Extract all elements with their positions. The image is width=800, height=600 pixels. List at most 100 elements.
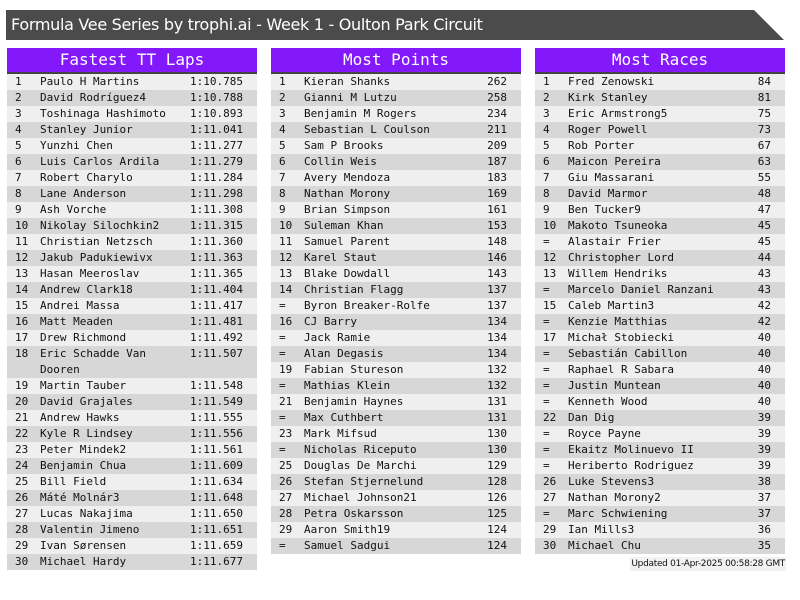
driver-name-cell: Willem Hendriks [568,267,668,280]
rank-cell: 23 [279,427,293,440]
value-cell: 1:11.548 [190,379,243,392]
driver-name-cell: Suleman Khan [304,219,384,232]
table-row: 6 Maicon Pereira 63 [535,154,785,170]
table-row: 7 Avery Mendoza 183 [271,170,521,186]
leaderboard-table: 1 Kieran Shanks 262 2 Gianni M Lutzu 258 3 Benj… [271,74,521,554]
rank-cell: 5 [543,139,550,152]
value-cell: 131 [487,411,507,424]
rank-cell: 22 [15,427,29,440]
driver-name-cell: Karel Staut [304,251,377,264]
table-row: 22 Dan Dig 39 [535,410,785,426]
rank-cell: 10 [543,219,557,232]
rank-cell: = [543,363,550,376]
driver-name-cell: Max Cuthbert [304,411,384,424]
table-row: 25 Bill Field 1:11.634 [7,474,257,490]
table-row: 8 David Marmor 48 [535,186,785,202]
driver-name-cell: Luis Carlos Ardila [40,155,160,168]
driver-name-cell: Kyle R Lindsey [40,427,133,440]
rank-cell: 12 [543,251,557,264]
rank-cell: 30 [543,539,557,552]
value-cell: 258 [487,91,507,104]
rank-cell: 24 [15,459,29,472]
rank-cell: 10 [15,219,29,232]
table-row: 7 Giu Massarani 55 [535,170,785,186]
value-cell: 1:11.555 [190,411,243,424]
rank-cell: 26 [15,491,29,504]
value-cell: 42 [757,299,771,312]
table-row: 16 CJ Barry 134 [271,314,521,330]
driver-name-cell: Brian Simpson [304,203,391,216]
value-cell: 183 [487,171,507,184]
value-cell: 47 [757,203,771,216]
driver-name-cell: Bill Field [40,475,107,488]
table-row: 4 Stanley Junior 1:11.041 [7,122,257,138]
value-cell: 48 [757,187,771,200]
value-cell: 169 [487,187,507,200]
value-cell: 1:11.634 [190,475,243,488]
value-cell: 130 [487,427,507,440]
table-row: 7 Robert Charylo 1:11.284 [7,170,257,186]
board-title: Fastest TT Laps [7,48,257,74]
table-row: 26 Luke Stevens3 38 [535,474,785,490]
table-row: 23 Peter Mindek2 1:11.561 [7,442,257,458]
value-cell: 134 [487,347,507,360]
value-cell: 153 [487,219,507,232]
rank-cell: 12 [279,251,293,264]
driver-name-cell: Mathias Klein [304,379,391,392]
driver-name-cell: Marc Schwiening [568,507,668,520]
value-cell: 134 [487,331,507,344]
table-row: 2 Kirk Stanley 81 [535,90,785,106]
rank-cell: 21 [279,395,293,408]
driver-name-cell: Aaron Smith19 [304,523,391,536]
rank-cell: 8 [543,187,550,200]
table-row: 14 Andrew Clark18 1:11.404 [7,282,257,298]
driver-name-cell: Christian Flagg [304,283,404,296]
driver-name-cell: Valentin Jimeno [40,523,140,536]
rank-cell: = [543,347,550,360]
value-cell: 1:11.507 [190,347,243,360]
table-row: = Kenzie Matthias 42 [535,314,785,330]
driver-name-cell: Alan Degasis [304,347,384,360]
driver-name-cell: Ivan Sørensen [40,539,127,552]
driver-name-cell: Fred Zenowski [568,75,655,88]
value-cell: 1:11.556 [190,427,243,440]
rank-cell: 29 [279,523,293,536]
driver-name-cell: Royce Payne [568,427,641,440]
rank-cell: 3 [543,107,550,120]
value-cell: 84 [757,75,771,88]
table-row: 3 Benjamin M Rogers 234 [271,106,521,122]
table-row: 5 Yunzhi Chen 1:11.277 [7,138,257,154]
value-cell: 39 [757,459,771,472]
table-row: 30 Michael Hardy 1:11.677 [7,554,257,570]
rank-cell: = [543,379,550,392]
table-row: 28 Valentin Jimeno 1:11.651 [7,522,257,538]
driver-name-cell: Ash Vorche [40,203,107,216]
table-row: 4 Sebastian L Coulson 211 [271,122,521,138]
table-row: = Jack Ramie 134 [271,330,521,346]
rank-cell: 13 [543,267,557,280]
rank-cell: 4 [15,123,22,136]
rank-cell: 1 [279,75,286,88]
driver-name-cell: Nathan Morony [304,187,391,200]
rank-cell: 27 [543,491,557,504]
driver-name-cell: Gianni M Lutzu [304,91,397,104]
rank-cell: 15 [543,299,557,312]
value-cell: 132 [487,379,507,392]
value-cell: 234 [487,107,507,120]
table-row: 10 Makoto Tsuneoka 45 [535,218,785,234]
rank-cell: = [279,299,286,312]
table-row: 4 Roger Powell 73 [535,122,785,138]
driver-name-cell: CJ Barry [304,315,357,328]
value-cell: 124 [487,539,507,552]
rank-cell: = [279,347,286,360]
driver-name-cell: Raphael R Sabara [568,363,674,376]
rank-cell: 2 [15,91,22,104]
rank-cell: 28 [279,507,293,520]
driver-name-cell: Sebastian L Coulson [304,123,430,136]
value-cell: 1:11.279 [190,155,243,168]
table-row: 25 Douglas De Marchi 129 [271,458,521,474]
table-row: 15 Caleb Martin3 42 [535,298,785,314]
driver-name-cell: Paulo H Martins [40,75,140,88]
table-row: 22 Kyle R Lindsey 1:11.556 [7,426,257,442]
table-row: 13 Blake Dowdall 143 [271,266,521,282]
